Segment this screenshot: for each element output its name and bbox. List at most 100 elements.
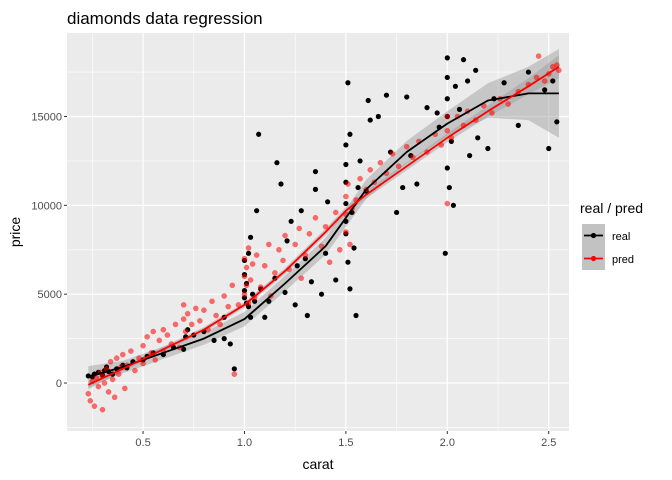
data-point-pred <box>213 312 219 319</box>
data-point-pred <box>343 193 349 200</box>
legend-point-real <box>590 232 597 239</box>
data-point-real <box>256 131 262 137</box>
data-point-pred <box>229 282 236 289</box>
data-point-pred <box>140 360 146 367</box>
data-point-pred <box>95 383 102 390</box>
data-point-real <box>393 209 400 216</box>
data-point-real <box>343 200 349 207</box>
data-point-pred <box>140 342 146 349</box>
data-point-real <box>446 184 452 191</box>
data-point-pred <box>533 74 540 81</box>
data-point-real <box>444 96 450 102</box>
data-point-pred <box>111 394 118 401</box>
confidence-band-pred <box>88 55 559 390</box>
data-point-pred <box>87 397 94 404</box>
data-point-pred <box>109 376 116 383</box>
data-point-pred <box>209 298 215 305</box>
x-tick-label: 2.0 <box>440 437 455 449</box>
data-point-pred <box>377 159 384 166</box>
data-point-real <box>252 298 258 304</box>
data-point-real <box>414 181 420 187</box>
legend-label-real: real <box>612 231 630 243</box>
data-point-real <box>448 138 454 144</box>
data-point-real <box>375 113 381 120</box>
data-point-pred <box>343 229 349 235</box>
data-point-real <box>323 250 329 256</box>
data-point-pred <box>156 337 163 344</box>
legend-label-pred: pred <box>612 254 634 266</box>
data-point-real <box>343 161 349 168</box>
legend-point-pred <box>590 255 597 262</box>
data-point-pred <box>489 110 495 116</box>
data-point-pred <box>132 367 138 374</box>
data-point-real <box>515 122 521 128</box>
data-point-real <box>473 67 479 73</box>
x-tick-label: 1.0 <box>237 437 252 449</box>
data-point-pred <box>389 150 396 157</box>
data-point-pred <box>272 270 278 276</box>
data-point-pred <box>221 293 228 299</box>
data-point-pred <box>180 316 187 322</box>
data-point-pred <box>160 326 167 333</box>
data-point-pred <box>282 232 288 239</box>
data-point-pred <box>505 101 512 107</box>
data-point-real <box>274 160 280 166</box>
data-point-real <box>278 181 284 187</box>
data-point-real <box>245 250 252 256</box>
data-point-pred <box>336 246 343 253</box>
data-point-pred <box>241 273 248 280</box>
data-point-real <box>383 92 390 98</box>
data-point-real <box>345 80 351 86</box>
data-point-real <box>345 259 351 265</box>
data-point-real <box>312 186 319 192</box>
data-point-real <box>282 289 288 296</box>
data-point-pred <box>144 333 150 340</box>
data-point-real <box>542 87 548 93</box>
data-point-real <box>231 366 237 372</box>
data-point-pred <box>367 166 374 173</box>
data-point-pred <box>128 348 134 354</box>
smooth-line-pred <box>87 66 560 386</box>
data-point-pred <box>243 282 250 289</box>
data-point-real <box>262 314 268 320</box>
data-point-real <box>221 336 227 342</box>
data-point-pred <box>345 181 351 187</box>
data-point-real <box>460 57 467 63</box>
data-point-pred <box>235 301 242 308</box>
data-point-real <box>343 142 349 148</box>
data-point-real <box>302 256 308 262</box>
plot-panel <box>67 33 569 431</box>
data-point-real <box>325 199 331 205</box>
data-point-real <box>292 302 298 308</box>
data-point-real <box>288 218 294 224</box>
data-point-pred <box>150 328 157 335</box>
data-point-real <box>312 168 319 175</box>
confidence-band-real <box>88 49 559 388</box>
data-point-real <box>308 279 315 285</box>
data-point-pred <box>280 257 286 264</box>
chart-title: diamonds data regression <box>67 9 263 28</box>
data-point-real <box>353 312 359 319</box>
data-point-pred <box>201 307 207 314</box>
legend: real / pred real pred <box>580 200 643 270</box>
data-point-real <box>525 69 532 75</box>
legend-title: real / pred <box>580 200 643 216</box>
data-point-pred <box>247 277 254 283</box>
data-point-real <box>400 184 406 191</box>
data-point-pred <box>101 380 108 386</box>
data-point-pred <box>409 154 416 161</box>
data-point-pred <box>197 317 203 324</box>
data-point-real <box>475 135 481 141</box>
data-point-pred <box>152 357 159 363</box>
data-point-real <box>485 145 491 152</box>
data-point-pred <box>395 163 402 170</box>
data-point-real <box>284 238 290 244</box>
y-tick-label: 5000 <box>38 289 62 301</box>
data-point-real <box>357 158 363 164</box>
data-point-real <box>442 250 448 256</box>
data-point-real <box>404 94 410 100</box>
data-point-pred <box>192 305 199 312</box>
data-point-pred <box>296 225 303 232</box>
data-point-real <box>501 80 507 86</box>
data-point-pred <box>347 241 353 248</box>
